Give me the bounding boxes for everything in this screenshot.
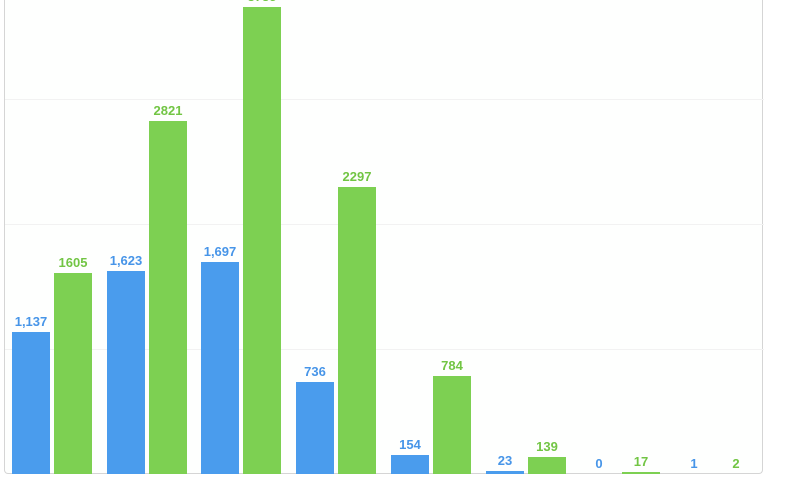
bar-blue-series-3[interactable]: [296, 382, 334, 474]
bar-blue-series-5[interactable]: [486, 471, 524, 474]
bar-value-label-blue-series-3: 736: [304, 364, 326, 379]
bar-value-label-green-series-5: 139: [536, 439, 558, 454]
bar-blue-series-4[interactable]: [391, 455, 429, 474]
bar-value-label-green-series-3: 2297: [342, 169, 372, 184]
bar-green-series-6[interactable]: [622, 472, 660, 474]
bar-value-label-green-series-7: 2: [732, 456, 740, 471]
bar-green-series-1[interactable]: [149, 121, 187, 474]
bar-value-label-blue-series-2: 1,697: [203, 244, 237, 259]
bar-green-series-4[interactable]: [433, 376, 471, 474]
bar-value-label-blue-series-5: 23: [497, 453, 513, 468]
bar-value-label-green-series-0: 1605: [58, 255, 88, 270]
bar-value-label-blue-series-6: 0: [595, 456, 603, 471]
bar-blue-series-1[interactable]: [107, 271, 145, 474]
bar-value-label-blue-series-7: 1: [690, 456, 698, 471]
bar-green-series-5[interactable]: [528, 457, 566, 474]
bar-value-label-blue-series-4: 154: [399, 437, 421, 452]
bar-value-label-green-series-4: 784: [441, 358, 463, 373]
bar-blue-series-0[interactable]: [12, 332, 50, 474]
bar-blue-series-2[interactable]: [201, 262, 239, 474]
bar-value-label-blue-series-1: 1,623: [109, 253, 143, 268]
bar-value-label-green-series-1: 2821: [153, 103, 183, 118]
bar-value-label-green-series-6: 17: [633, 454, 649, 469]
gridline-2000: [5, 224, 764, 225]
bar-green-series-2[interactable]: [243, 7, 281, 474]
bar-value-label-blue-series-0: 1,137: [14, 314, 48, 329]
gridline-3000: [5, 99, 764, 100]
bar-value-label-green-series-2: 3735: [222, 0, 302, 5]
bar-green-series-0[interactable]: [54, 273, 92, 474]
gridline-1000: [5, 349, 764, 350]
bar-green-series-3[interactable]: [338, 187, 376, 474]
